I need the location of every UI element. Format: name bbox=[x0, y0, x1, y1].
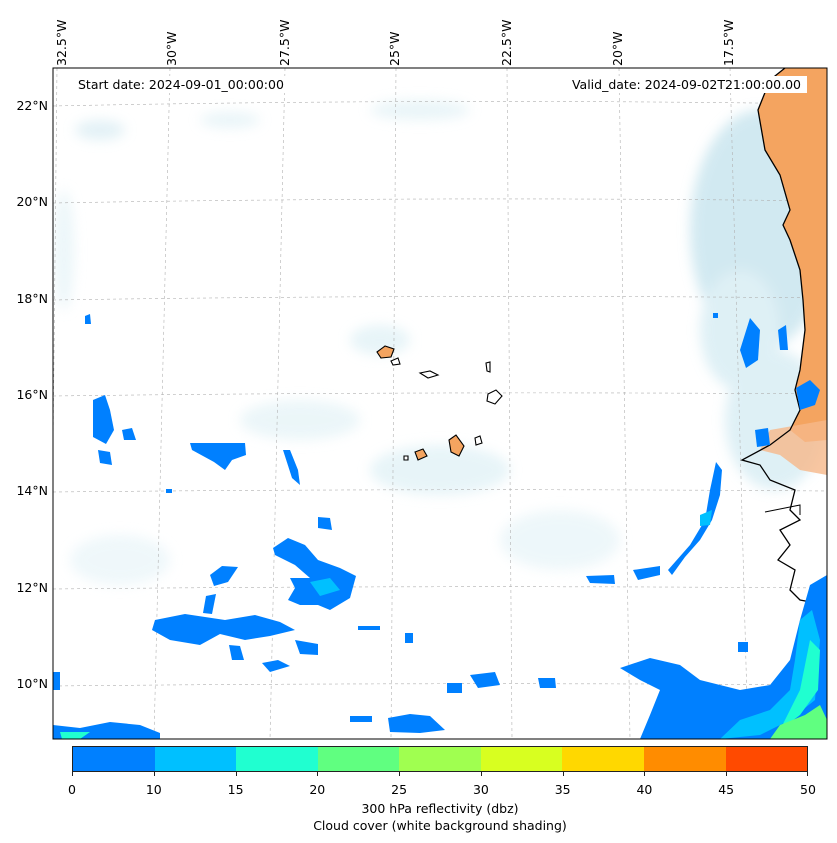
colorbar-segment bbox=[643, 747, 726, 771]
colorbar-tickmark bbox=[807, 772, 808, 776]
reflectivity-contours bbox=[53, 313, 827, 739]
colorbar-tickmark bbox=[72, 772, 73, 776]
colorbar-tickmark bbox=[317, 772, 319, 776]
colorbar-segment bbox=[73, 747, 155, 771]
colorbar-tickmark bbox=[399, 772, 401, 776]
lat-label: 22°N bbox=[16, 98, 48, 113]
colorbar-tickmark bbox=[644, 772, 646, 776]
colorbar-tick-label: 0 bbox=[68, 782, 76, 797]
lon-label: 22.5°W bbox=[499, 19, 514, 66]
colorbar-tick-label: 50 bbox=[800, 782, 816, 797]
reflectivity-contours-high bbox=[60, 510, 827, 739]
lat-label: 20°N bbox=[16, 194, 48, 209]
colorbar-subtitle: Cloud cover (white background shading) bbox=[313, 818, 567, 833]
valid-date-label: Valid_date: 2024-09-02T21:00:00.00 bbox=[565, 76, 807, 93]
lat-label: 12°N bbox=[16, 580, 48, 595]
cloud-cover-shading bbox=[54, 100, 827, 585]
cape-verde-islands bbox=[376, 345, 503, 461]
colorbar-tick-label: 35 bbox=[554, 782, 571, 797]
colorbar-segment bbox=[236, 747, 318, 771]
colorbar-tick-label: 25 bbox=[391, 782, 408, 797]
colorbar-tickmark bbox=[480, 772, 482, 776]
lat-label: 14°N bbox=[16, 483, 48, 498]
colorbar-tickmark bbox=[726, 772, 728, 776]
reflectivity-colorbar bbox=[72, 746, 808, 772]
lon-label: 30°W bbox=[164, 31, 179, 66]
colorbar-tickmark bbox=[562, 772, 564, 776]
land-africa bbox=[740, 68, 827, 606]
colorbar-title: 300 hPa reflectivity (dbz) bbox=[361, 801, 519, 816]
colorbar-segment bbox=[399, 747, 481, 771]
colorbar-tick-label: 20 bbox=[309, 782, 326, 797]
lon-label: 25°W bbox=[387, 31, 402, 66]
colorbar-tick-label: 30 bbox=[472, 782, 489, 797]
colorbar-segment bbox=[480, 747, 563, 771]
colorbar-segment bbox=[154, 747, 237, 771]
start-date-label: Start date: 2024-09-01_00:00:00 bbox=[72, 76, 290, 93]
colorbar-tick-label: 15 bbox=[227, 782, 244, 797]
colorbar-segment bbox=[317, 747, 400, 771]
colorbar-tickmark bbox=[153, 772, 155, 776]
colorbar-tick-label: 10 bbox=[145, 782, 162, 797]
lon-label: 32.5°W bbox=[54, 19, 69, 66]
lon-label: 20°W bbox=[610, 31, 625, 66]
lat-label: 16°N bbox=[16, 387, 48, 402]
lon-label: 17.5°W bbox=[721, 19, 736, 66]
colorbar-segment bbox=[725, 747, 808, 771]
colorbar-segment bbox=[562, 747, 644, 771]
lon-label: 27.5°W bbox=[277, 19, 292, 66]
colorbar-tick-label: 40 bbox=[636, 782, 653, 797]
gridlines bbox=[53, 68, 827, 739]
colorbar-tick-label: 45 bbox=[718, 782, 735, 797]
lat-label: 18°N bbox=[16, 291, 48, 306]
colorbar-tickmark bbox=[235, 772, 237, 776]
lat-label: 10°N bbox=[16, 676, 48, 691]
